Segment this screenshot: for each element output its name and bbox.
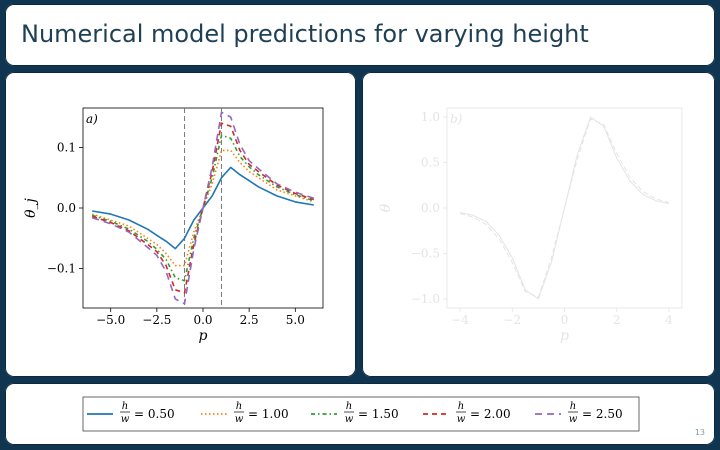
y-tick-label: 0.0 [57, 201, 76, 215]
legend-fraction-den: w [345, 414, 354, 425]
legend-value: = 2.50 [582, 407, 623, 421]
y-axis-label: θ [378, 203, 394, 212]
legend-fraction-num: h [458, 401, 464, 412]
y-tick-label: 1.0 [421, 110, 440, 124]
y-tick-label: 0.1 [57, 140, 76, 154]
x-axis-label: p [199, 328, 208, 344]
series-line-h-w-1-00 [91, 149, 315, 267]
panel-label: b) [450, 112, 463, 126]
x-axis-label: p [560, 328, 569, 344]
legend-fraction-den: w [457, 414, 466, 425]
x-tick-label: 0 [561, 313, 569, 327]
slide-title: Numerical model predictions for varying … [21, 20, 589, 48]
chart-panel-left: −5.0 −2.5 0.0 2.5 5.0 0.1 0.0 −0.1 a) p θ_j [5, 72, 356, 377]
series-line-h-w-2-50 [91, 111, 315, 305]
legend-fraction-den: w [235, 414, 244, 425]
x-tick-label: 4 [665, 313, 673, 327]
x-tick-label: 5.0 [286, 313, 305, 327]
x-tick-label: −5.0 [96, 313, 125, 327]
slide-title-panel: Numerical model predictions for varying … [5, 4, 715, 66]
series-line-h-w-1-50 [91, 134, 315, 282]
y-tick-label: −0.5 [411, 246, 440, 260]
x-tick-label: 0.0 [193, 313, 212, 327]
y-tick-label: 0.5 [421, 156, 440, 170]
page-number: 13 [694, 428, 705, 437]
legend-value: = 1.00 [248, 407, 289, 421]
legend-fraction-den: w [569, 414, 578, 425]
chart-panel-right: −4 −2 0 2 4 1.0 0.5 0.0 −0.5 −1.0 b) p θ [362, 72, 715, 377]
panel-label: a) [86, 112, 98, 126]
series-line-0 [459, 116, 670, 300]
legend-panel: h w = 0.50 h w = 1.00 h w = 1.50 h w = 2.00 h w = 2.50… [5, 383, 715, 445]
y-axis-label: θ_j [23, 197, 39, 217]
legend-box [82, 396, 640, 432]
x-tick-label: 2 [613, 313, 621, 327]
x-tick-label: −2 [503, 313, 521, 327]
x-tick-label: 2.5 [240, 313, 259, 327]
series-line-1 [459, 118, 670, 298]
y-tick-label: −1.0 [411, 292, 440, 306]
chart-a-svg: −5.0 −2.5 0.0 2.5 5.0 0.1 0.0 −0.1 a) p θ_j [23, 107, 324, 344]
legend-value: = 0.50 [134, 407, 175, 421]
series-line-h-w-2-00 [91, 122, 315, 294]
legend-value: = 1.50 [358, 407, 399, 421]
legend-fraction-num: h [346, 401, 352, 412]
legend-fraction-den: w [121, 414, 130, 425]
legend-fraction-num: h [570, 401, 576, 412]
legend-value: = 2.00 [470, 407, 511, 421]
legend-fraction-num: h [236, 401, 242, 412]
x-tick-label: −4 [451, 313, 469, 327]
x-tick-label: −2.5 [142, 313, 171, 327]
chart-b-svg: −4 −2 0 2 4 1.0 0.5 0.0 −0.5 −1.0 b) p θ [378, 107, 683, 344]
y-tick-label: −0.1 [47, 262, 76, 276]
legend-fraction-num: h [122, 401, 128, 412]
y-tick-label: 0.0 [421, 201, 440, 215]
